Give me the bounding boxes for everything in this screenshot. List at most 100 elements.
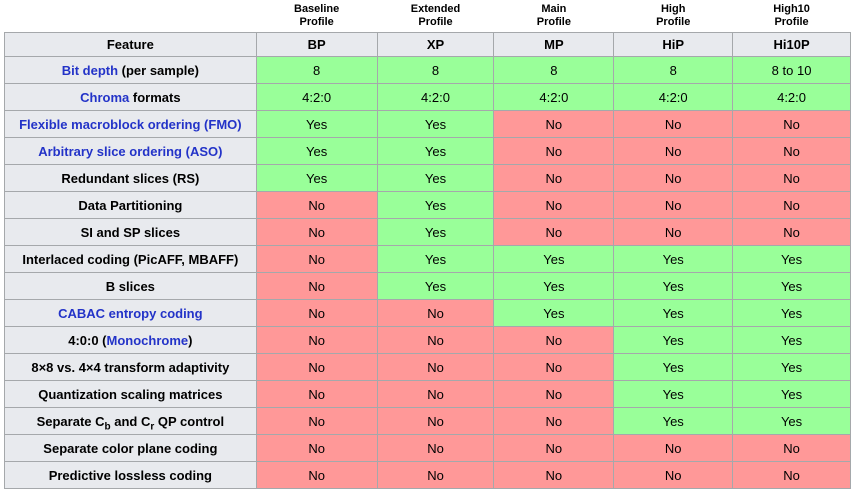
value-cell: Yes [255,164,378,192]
value-cell: No [255,326,378,354]
profile-label-high10: High10 Profile [732,2,851,33]
value-cell: 8 [255,56,378,84]
value-cell: No [376,353,495,381]
value-cell: Yes [613,245,734,273]
value-cell: Yes [255,137,378,165]
value-cell: No [255,245,378,273]
value-cell: Yes [493,299,615,327]
value-cell: No [493,191,615,219]
value-cell: Yes [732,380,851,408]
value-cell: Yes [376,164,495,192]
column-header-bp: BP [255,32,378,57]
feature-cell: Redundant slices (RS) [4,164,257,192]
table-row: Separate Cb and Cr QP control No No No Yes Ye… [4,407,851,435]
header-row: Feature BP XP MP HiP Hi10P [4,32,851,57]
value-cell: No [255,299,378,327]
table-row: 8×8 vs. 4×4 transform adaptivity No No No Ye… [4,353,851,381]
feature-text: ) [188,332,193,348]
feature-text: B slices [105,278,155,294]
feature-link[interactable]: Chroma [80,89,130,105]
feature-link[interactable]: Flexible macroblock ordering (FMO) [19,116,242,132]
column-header-mp: MP [493,32,615,57]
value-cell: No [376,326,495,354]
value-cell: No [255,272,378,300]
value-cell: No [255,407,378,435]
value-cell: No [493,407,615,435]
value-cell: No [376,299,495,327]
value-cell: 4:2:0 [613,83,734,111]
feature-text: 4:0:0 ( [68,332,107,348]
feature-link[interactable]: Bit depth [61,62,119,78]
table-row: Data Partitioning No Yes No No No [4,191,851,219]
table-row: Flexible macroblock ordering (FMO) Yes Yes… [4,110,851,138]
top-left-spacer [4,2,257,33]
feature-cell: Arbitrary slice ordering (ASO) [4,137,257,165]
feature-link[interactable]: Monochrome [106,332,189,348]
feature-cell: Quantization scaling matrices [4,380,257,408]
value-cell: No [255,434,378,462]
value-cell: Yes [376,218,495,246]
value-cell: Yes [613,380,734,408]
value-cell: No [732,434,851,462]
value-cell: Yes [613,299,734,327]
value-cell: No [613,164,734,192]
value-cell: Yes [493,245,615,273]
table-row: Chroma formats 4:2:0 4:2:0 4:2:0 4:2:0 4:2:0 [4,83,851,111]
value-cell: Yes [732,272,851,300]
value-cell: Yes [613,353,734,381]
feature-link[interactable]: CABAC entropy coding [58,305,203,321]
value-cell: No [255,461,378,489]
value-cell: Yes [732,353,851,381]
feature-cell: Predictive lossless coding [4,461,257,489]
table-row: Arbitrary slice ordering (ASO) Yes Yes No No… [4,137,851,165]
value-cell: No [376,434,495,462]
value-cell: 4:2:0 [493,83,615,111]
feature-text: QP control [154,413,225,429]
feature-text: SI and SP slices [80,224,181,240]
value-cell: No [376,380,495,408]
value-cell: No [493,164,615,192]
table-row: Quantization scaling matrices No No No Yes Ye… [4,380,851,408]
value-cell: No [613,110,734,138]
value-cell: Yes [732,299,851,327]
value-cell: Yes [613,407,734,435]
value-cell: No [493,218,615,246]
feature-cell: Data Partitioning [4,191,257,219]
value-cell: No [613,461,734,489]
value-cell: Yes [376,245,495,273]
value-cell: 8 [613,56,734,84]
value-cell: Yes [493,272,615,300]
value-cell: Yes [376,272,495,300]
value-cell: Yes [732,245,851,273]
value-cell: No [493,353,615,381]
value-cell: No [255,353,378,381]
table-row: Separate color plane coding No No No No No [4,434,851,462]
value-cell: No [493,380,615,408]
value-cell: No [255,191,378,219]
value-cell: 8 [493,56,615,84]
feature-text: Interlaced coding (PicAFF, MBAFF) [22,251,239,267]
feature-cell: SI and SP slices [4,218,257,246]
value-cell: Yes [613,326,734,354]
feature-cell: Chroma formats [4,83,257,111]
table-body: Bit depth (per sample) 8 8 8 8 8 to 10 Chroma … [4,56,851,489]
value-cell: Yes [613,272,734,300]
value-cell: Yes [732,407,851,435]
value-cell: 4:2:0 [255,83,378,111]
value-cell: No [613,218,734,246]
value-cell: Yes [376,191,495,219]
feature-cell: 8×8 vs. 4×4 transform adaptivity [4,353,257,381]
value-cell: Yes [255,110,378,138]
table-row: Interlaced coding (PicAFF, MBAFF) No Yes Ye… [4,245,851,273]
value-cell: No [613,191,734,219]
value-cell: No [732,110,851,138]
feature-text: Separate C [36,413,105,429]
feature-text: (per sample) [118,62,199,78]
feature-text: formats [129,89,181,105]
value-cell: No [255,380,378,408]
feature-link[interactable]: Arbitrary slice ordering (ASO) [38,143,223,159]
value-cell: No [613,434,734,462]
feature-text: Redundant slices (RS) [61,170,200,186]
feature-cell: Separate color plane coding [4,434,257,462]
feature-cell: Bit depth (per sample) [4,56,257,84]
